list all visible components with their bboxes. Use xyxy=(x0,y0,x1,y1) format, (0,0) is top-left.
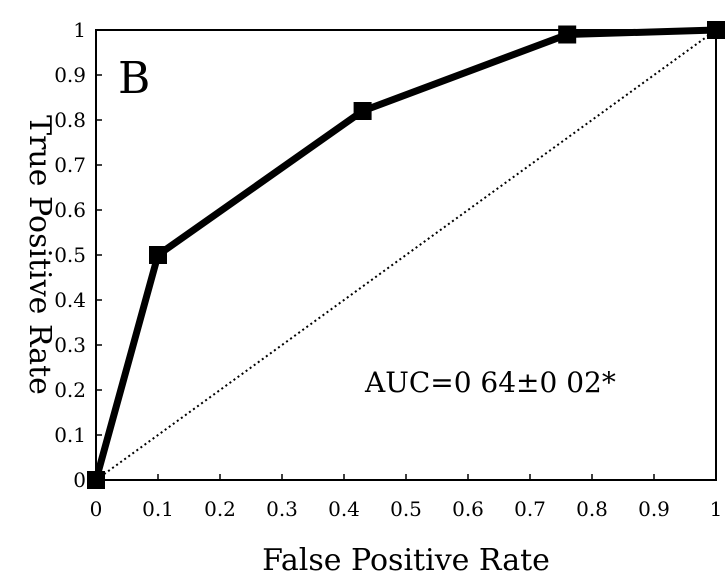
x-tick-label: 0.3 xyxy=(266,497,298,521)
y-tick-label: 0.8 xyxy=(54,108,86,132)
y-tick-label: 0.4 xyxy=(54,288,86,312)
auc-annotation: AUC=0 64±0 02* xyxy=(364,366,616,399)
x-tick-label: 0 xyxy=(90,497,103,521)
panel-label: B xyxy=(118,53,150,104)
y-tick-label: 0.5 xyxy=(54,243,86,267)
x-tick-label: 0.4 xyxy=(328,497,360,521)
x-tick-label: 0.7 xyxy=(514,497,546,521)
y-axis-title: True Positive Rate xyxy=(22,115,57,395)
roc-point-marker xyxy=(558,25,577,44)
y-axis-ticks: 0 0.1 0.2 0.3 0.4 0.5 0.6 0.7 0.8 0.9 1 xyxy=(54,18,102,492)
x-axis-title: False Positive Rate xyxy=(262,543,550,578)
x-tick-label: 0.9 xyxy=(638,497,670,521)
x-tick-label: 0.2 xyxy=(204,497,236,521)
roc-point-marker xyxy=(149,246,167,264)
roc-point-marker xyxy=(87,471,105,489)
x-tick-label: 1 xyxy=(710,497,723,521)
y-tick-label: 0.2 xyxy=(54,378,86,402)
x-tick-label: 0.8 xyxy=(576,497,608,521)
y-tick-label: 0.6 xyxy=(54,198,86,222)
x-tick-label: 0.6 xyxy=(452,497,484,521)
plot-area xyxy=(95,29,717,481)
series-layer xyxy=(87,21,725,489)
y-tick-label: 0.1 xyxy=(54,423,86,447)
x-tick-label: 0.5 xyxy=(390,497,422,521)
y-tick-label: 0.9 xyxy=(54,63,86,87)
y-tick-label: 0.3 xyxy=(54,333,86,357)
y-tick-label: 1 xyxy=(73,18,86,42)
roc-point-marker xyxy=(707,21,725,39)
y-tick-label: 0.7 xyxy=(54,153,86,177)
y-tick-label: 0 xyxy=(73,468,86,492)
roc-point-marker xyxy=(353,102,372,120)
x-tick-label: 0.1 xyxy=(142,497,174,521)
x-axis-ticks: 0 0.1 0.2 0.3 0.4 0.5 0.6 0.7 0.8 0.9 1 xyxy=(90,474,723,521)
